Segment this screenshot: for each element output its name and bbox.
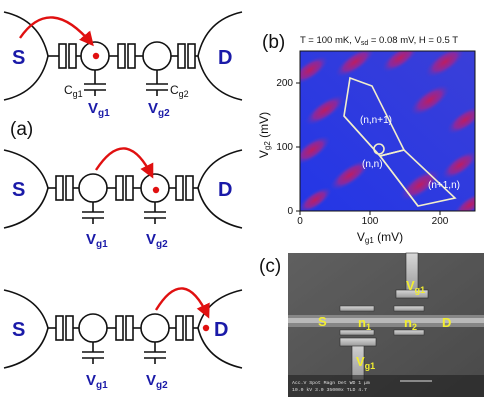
gate-label-1: Vg1 <box>86 372 108 391</box>
gate-label-1: Vg1 <box>86 231 108 250</box>
honeycomb-cell-outline <box>343 115 419 207</box>
region-label: (n,n+1) <box>360 115 392 126</box>
sem-info-bar: Acc.V Spot Magn Det WD 1 μm <box>292 380 370 386</box>
y-tick-label: 0 <box>287 206 293 217</box>
x-tick-label: 0 <box>297 216 303 227</box>
y-axis: 0 100 200 Vg2 (mV) <box>257 78 300 217</box>
sem-micrograph: Acc.V Spot Magn Det WD 1 μm 10.0 kV 3.0 … <box>288 252 484 397</box>
y-tick-label: 200 <box>276 78 293 89</box>
region-label: (n,n) <box>362 159 383 170</box>
tunnel-arrow <box>19 16 94 47</box>
y-axis-label: Vg2 (mV) <box>257 112 272 158</box>
region-label: (n+1,n) <box>428 180 460 191</box>
drain-label: D <box>442 315 451 330</box>
x-axis-label: Vg1 (mV) <box>357 230 403 245</box>
gate-label-top: Vg1 <box>406 278 425 295</box>
source-label: S <box>318 314 327 329</box>
drain-label: D <box>218 179 232 201</box>
dot-label-n1: n1 <box>358 315 371 332</box>
y-tick-label: 100 <box>276 142 293 153</box>
panel-a: S D Cg1 Cg2 Vg1 Vg2 (a) <box>3 11 243 391</box>
charge-stability-plot: (n,n+1) (n,n) (n+1,n) <box>299 50 476 212</box>
quantum-dot-2 <box>142 41 172 71</box>
drain-label: D <box>218 47 232 69</box>
drain-label: D <box>214 319 228 341</box>
measurement-conditions: T = 100 mK, Vsd = 0.08 mV, H = 0.5 T <box>300 35 458 47</box>
source-lead <box>3 11 49 101</box>
tunnel-arrow <box>94 147 154 179</box>
cap-label-2: Cg2 <box>170 83 189 99</box>
panel-c: (c) Acc.V Spot Magn Det WD 1 μm 10.0 kV … <box>259 252 484 397</box>
x-tick-label: 100 <box>362 216 379 227</box>
electron-marker <box>202 324 210 332</box>
source-label: S <box>12 47 25 69</box>
panel-label-b: (b) <box>262 32 285 53</box>
panel-label-c: (c) <box>259 256 281 277</box>
circuit-row-3 <box>3 289 243 369</box>
gate-label-bottom: Vg1 <box>356 354 375 371</box>
electron-marker <box>152 186 160 194</box>
x-tick-label: 200 <box>432 216 449 227</box>
gate-label-2: Vg2 <box>146 372 168 391</box>
electron-marker <box>92 52 100 60</box>
panel-b: (b) T = 100 mK, Vsd = 0.08 mV, H = 0.5 T <box>257 32 476 245</box>
gate-label-2: Vg2 <box>146 231 168 250</box>
gate-label-1: Vg1 <box>88 100 110 119</box>
sem-info-bar: 10.0 kV 3.0 35000x TLD 4.7 <box>292 387 367 393</box>
gate-label-2: Vg2 <box>148 100 170 119</box>
x-axis: 0 100 200 Vg1 (mV) <box>297 211 449 245</box>
cap-label-1: Cg1 <box>64 83 83 99</box>
source-label: S <box>12 319 25 341</box>
circuit-row-1 <box>3 11 243 101</box>
panel-label-a: (a) <box>10 119 33 140</box>
source-label: S <box>12 179 25 201</box>
dot-label-n2: n2 <box>404 315 417 332</box>
circuit-row-2 <box>3 149 243 229</box>
triple-point-marker <box>373 143 385 155</box>
tunnel-arrow <box>154 287 210 319</box>
colormap-texture <box>300 51 475 211</box>
